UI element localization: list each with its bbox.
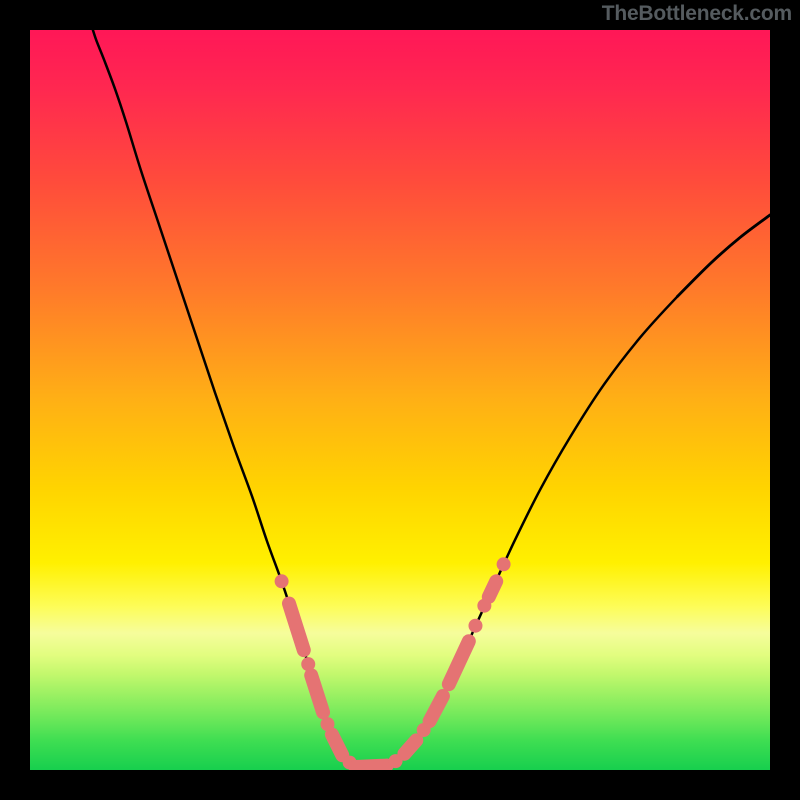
plot-svg	[30, 30, 770, 770]
overlay-pill	[430, 696, 443, 721]
overlay-pill	[449, 641, 469, 684]
overlay-pill	[489, 581, 496, 597]
overlay-pill	[356, 766, 387, 767]
watermark-text: TheBottleneck.com	[602, 2, 792, 26]
overlay-pill	[332, 734, 342, 755]
overlay-dot	[275, 574, 289, 588]
chart-frame: TheBottleneck.com	[0, 0, 800, 800]
overlay-dot	[468, 619, 482, 633]
overlay-dot	[497, 557, 511, 571]
overlay-marker-group	[275, 557, 511, 769]
overlay-pill	[311, 675, 323, 712]
curve-right-thick-tail	[678, 215, 771, 296]
curve-left	[93, 30, 365, 770]
overlay-pill	[404, 740, 416, 753]
overlay-pill	[289, 604, 304, 651]
curve-right	[364, 215, 770, 770]
